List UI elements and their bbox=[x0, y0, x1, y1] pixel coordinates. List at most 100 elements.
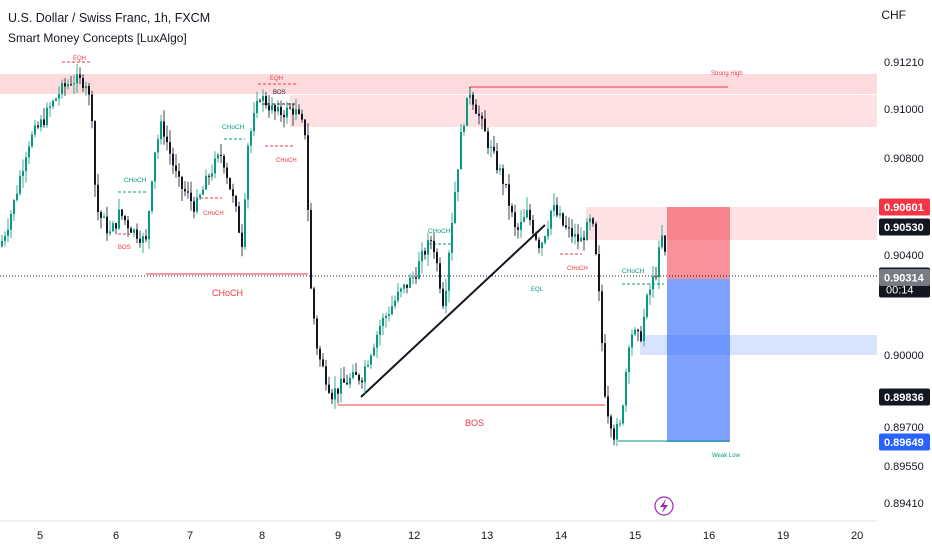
price-tags: 0.906010.905300.9032000:140.903140.89836… bbox=[879, 198, 930, 451]
candle bbox=[322, 353, 324, 368]
x-tick-label: 7 bbox=[187, 530, 193, 542]
candle bbox=[580, 227, 582, 242]
candle bbox=[277, 99, 279, 116]
structure-label: CHoCH bbox=[622, 268, 645, 275]
candle bbox=[595, 221, 597, 256]
candle bbox=[364, 359, 366, 395]
candle bbox=[613, 424, 615, 446]
candle bbox=[7, 218, 9, 243]
structure-label: CHoCH bbox=[276, 158, 297, 164]
candle bbox=[61, 79, 63, 99]
candle bbox=[589, 214, 591, 231]
x-tick-label: 20 bbox=[851, 530, 863, 542]
candle bbox=[448, 250, 450, 303]
candle bbox=[511, 203, 513, 218]
candle bbox=[343, 366, 345, 383]
candle bbox=[367, 360, 369, 368]
candle bbox=[661, 225, 663, 250]
candle bbox=[499, 164, 501, 175]
lightning-icon[interactable] bbox=[654, 496, 674, 516]
candle bbox=[328, 376, 330, 395]
candle bbox=[4, 231, 6, 247]
candle bbox=[544, 235, 546, 245]
candle bbox=[190, 181, 192, 211]
candle bbox=[403, 283, 405, 294]
candle bbox=[577, 224, 579, 250]
candle bbox=[433, 232, 435, 259]
candle bbox=[211, 164, 213, 181]
candle bbox=[658, 240, 660, 289]
candle bbox=[409, 273, 411, 289]
price-tag-label: 0.89649 bbox=[884, 437, 924, 449]
candle bbox=[205, 169, 207, 191]
candle bbox=[616, 417, 618, 447]
stop-loss-box bbox=[667, 207, 730, 279]
x-tick-label: 13 bbox=[481, 530, 493, 542]
candle bbox=[418, 251, 420, 280]
y-tick-label: 0.90000 bbox=[884, 350, 924, 362]
candle bbox=[439, 257, 441, 294]
candle bbox=[466, 97, 468, 127]
structure-label: CHoCH bbox=[212, 288, 243, 298]
candle bbox=[622, 404, 624, 426]
candle bbox=[157, 134, 159, 159]
candle bbox=[415, 267, 417, 285]
x-tick-label: 8 bbox=[259, 530, 265, 542]
candle bbox=[637, 328, 639, 342]
candle bbox=[199, 192, 201, 201]
candle bbox=[100, 210, 102, 229]
candle bbox=[130, 226, 132, 233]
candle bbox=[127, 215, 129, 237]
candle bbox=[502, 164, 504, 196]
candle bbox=[391, 295, 393, 316]
candle bbox=[25, 151, 27, 183]
candle bbox=[565, 216, 567, 230]
x-tick-label: 9 bbox=[335, 530, 341, 542]
candle bbox=[352, 364, 354, 380]
candle bbox=[103, 212, 105, 219]
candle bbox=[160, 114, 162, 145]
candle bbox=[28, 141, 30, 165]
structure-label: EQH bbox=[270, 76, 283, 82]
candle bbox=[634, 327, 636, 337]
candle bbox=[505, 183, 507, 189]
candle bbox=[376, 331, 378, 358]
price-tag-label: 0.90601 bbox=[884, 202, 924, 214]
candle bbox=[475, 99, 477, 115]
x-tick-label: 16 bbox=[703, 530, 715, 542]
candle bbox=[214, 151, 216, 179]
candle bbox=[283, 110, 285, 128]
supply-zone-mid bbox=[290, 95, 877, 127]
candle bbox=[496, 142, 498, 174]
candle bbox=[175, 154, 177, 178]
candle bbox=[292, 104, 294, 126]
candle bbox=[163, 110, 165, 145]
y-tick-label: 0.90800 bbox=[884, 153, 924, 165]
candle bbox=[436, 248, 438, 272]
candle bbox=[301, 109, 303, 123]
candle bbox=[265, 91, 267, 109]
candle bbox=[607, 385, 609, 424]
candle bbox=[430, 236, 432, 250]
price-tag: 0.89649 bbox=[879, 433, 930, 451]
candle bbox=[235, 194, 237, 212]
candle bbox=[643, 308, 645, 347]
candle bbox=[133, 228, 135, 238]
candle bbox=[88, 82, 90, 106]
candle bbox=[472, 91, 474, 110]
candle bbox=[388, 306, 390, 322]
candle bbox=[619, 419, 621, 428]
candle bbox=[331, 388, 333, 405]
candle bbox=[34, 119, 36, 138]
candle bbox=[22, 159, 24, 189]
structure-label: CHoCH bbox=[567, 266, 588, 272]
x-tick-label: 6 bbox=[113, 530, 119, 542]
candle bbox=[340, 367, 342, 403]
y-tick-label: 0.89410 bbox=[884, 498, 924, 510]
chart-title: U.S. Dollar / Swiss Franc, 1h, FXCM bbox=[8, 11, 211, 25]
candle bbox=[598, 245, 600, 302]
candle bbox=[217, 152, 219, 163]
candle bbox=[112, 220, 114, 232]
candle bbox=[592, 217, 594, 227]
